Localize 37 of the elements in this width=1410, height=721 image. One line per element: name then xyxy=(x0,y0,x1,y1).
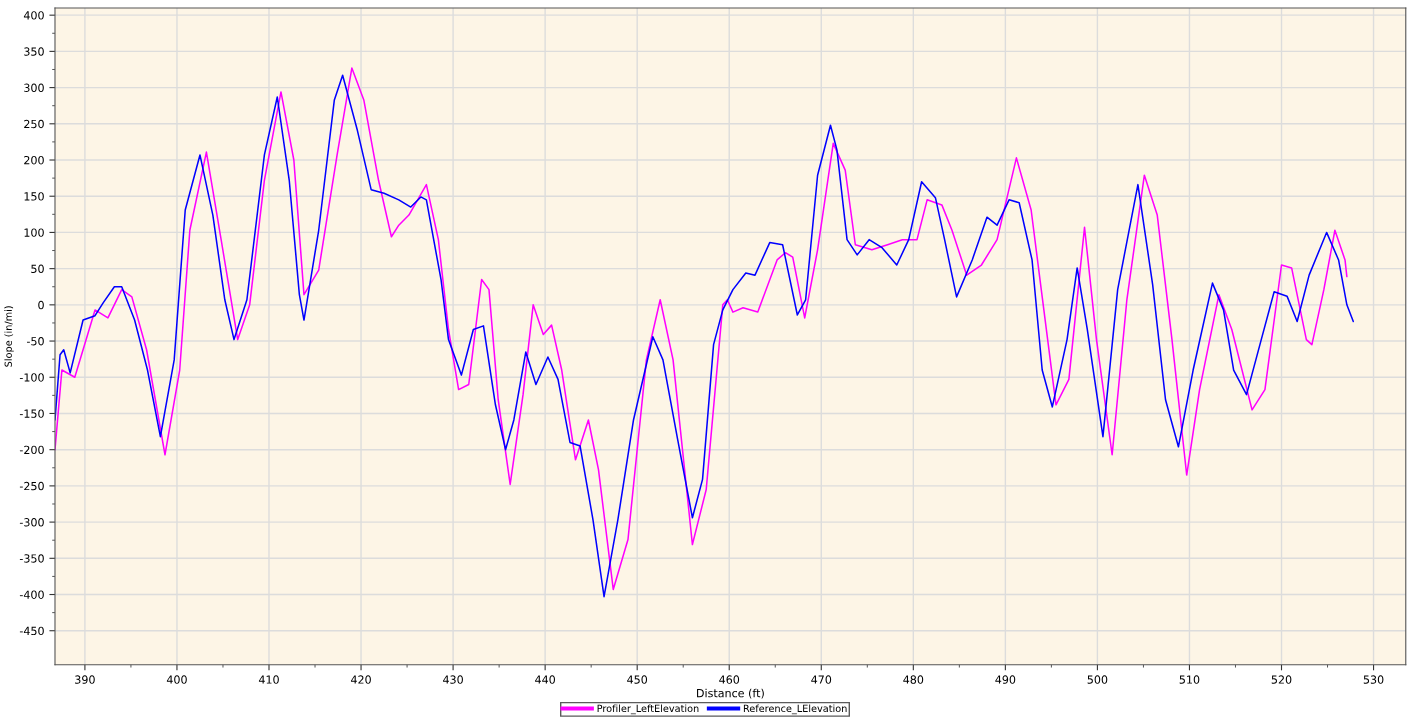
x-tick-label: 500 xyxy=(1087,675,1108,684)
x-tick-label: 490 xyxy=(995,675,1016,684)
y-tick-label: 350 xyxy=(24,47,44,56)
x-tick-label: 440 xyxy=(535,675,555,684)
y-axis-title: Slope (in/mi) xyxy=(4,306,14,367)
x-tick-label: 480 xyxy=(903,675,924,684)
legend-label: Profiler_LeftElevation xyxy=(597,704,699,715)
y-tick-label: -250 xyxy=(19,481,44,491)
x-tick-label: 400 xyxy=(166,675,187,684)
y-tick-label: -150 xyxy=(19,409,44,418)
x-axis-title: Distance (ft) xyxy=(697,688,764,699)
x-tick-label: 470 xyxy=(811,675,832,684)
y-tick-label: 50 xyxy=(31,264,44,274)
y-tick-label: -350 xyxy=(19,554,44,563)
y-tick-label: 200 xyxy=(24,155,44,165)
x-tick-label: 420 xyxy=(350,675,371,684)
y-tick-label: 250 xyxy=(24,119,44,129)
x-tick-label: 520 xyxy=(1271,675,1292,684)
y-tick-label: 300 xyxy=(24,83,44,92)
y-tick-label: 0 xyxy=(38,300,44,310)
y-tick-label: 400 xyxy=(23,11,44,20)
x-tick-label: 510 xyxy=(1179,675,1200,684)
y-tick-label: -200 xyxy=(19,445,44,455)
x-tick-label: 530 xyxy=(1363,675,1384,684)
y-tick-label: -100 xyxy=(19,373,44,382)
x-tick-label: 430 xyxy=(443,675,463,684)
y-tick-label: -450 xyxy=(19,626,44,636)
y-tick-label: 150 xyxy=(24,192,44,201)
y-tick-label: -50 xyxy=(26,337,44,346)
x-tick-label: 410 xyxy=(258,675,279,684)
x-tick-label: 460 xyxy=(719,675,740,684)
x-tick-label: 450 xyxy=(627,675,648,684)
y-tick-label: -400 xyxy=(19,590,44,599)
x-tick-label: 390 xyxy=(75,675,95,684)
y-tick-label: -300 xyxy=(19,518,44,527)
legend-label: Reference_LElevation xyxy=(743,704,847,715)
y-tick-label: 100 xyxy=(24,228,44,237)
